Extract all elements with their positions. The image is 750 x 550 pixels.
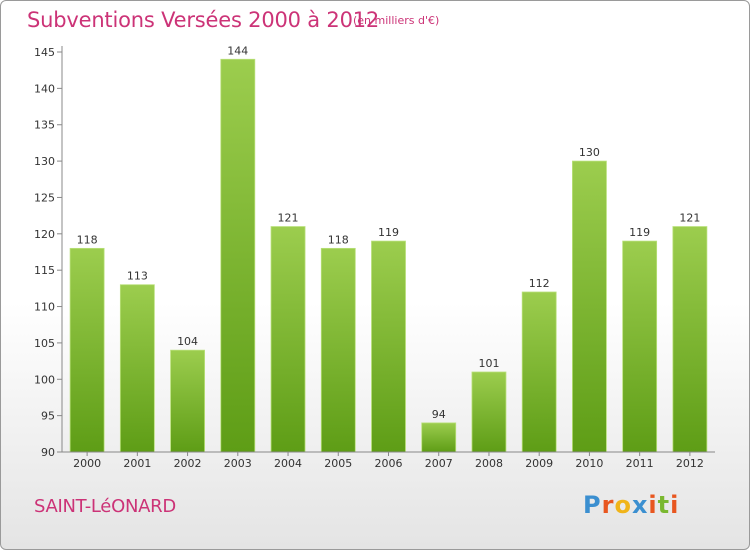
y-tick-label: 130 <box>34 155 55 168</box>
data-label-2002: 104 <box>177 335 198 348</box>
data-label-2012: 121 <box>679 212 700 225</box>
bars: 118 113 104 144 121 118 119 94 101 112 130 119 121 <box>69 44 708 453</box>
x-tick-label-2004: 2004 <box>274 457 302 470</box>
bar-2012 <box>672 226 707 452</box>
logo-letter: P <box>583 491 602 519</box>
x-tick-label-2011: 2011 <box>626 457 654 470</box>
data-label-2007: 94 <box>432 408 446 421</box>
data-label-2005: 118 <box>328 233 349 246</box>
bar-2002 <box>170 350 205 452</box>
x-tick-label-2003: 2003 <box>224 457 252 470</box>
y-tick-label: 145 <box>34 46 55 59</box>
x-tick-label-2008: 2008 <box>475 457 503 470</box>
bar-2006 <box>371 241 406 452</box>
proxiti-logo[interactable]: Proxiti <box>583 491 679 519</box>
y-tick-label: 115 <box>34 264 55 277</box>
logo-letter: o <box>614 491 632 519</box>
x-tick-label-2002: 2002 <box>174 457 202 470</box>
data-label-2010: 130 <box>579 146 600 159</box>
x-tick-label-2010: 2010 <box>575 457 603 470</box>
bar-2004 <box>271 226 306 452</box>
logo-letter: x <box>631 491 649 519</box>
bar-2009 <box>522 292 557 452</box>
y-tick-label: 105 <box>34 337 55 350</box>
chart-title: Subventions Versées 2000 à 2012 <box>27 8 380 32</box>
bar-2008 <box>471 372 506 452</box>
x-tick-label-2005: 2005 <box>324 457 352 470</box>
logo-letter: r <box>601 491 615 519</box>
y-tick-label: 100 <box>34 373 55 386</box>
x-tick-label-2006: 2006 <box>375 457 403 470</box>
x-tick-label-2007: 2007 <box>425 457 453 470</box>
bar-2011 <box>622 241 657 452</box>
x-tick-label-2012: 2012 <box>676 457 704 470</box>
logo-letter: i <box>648 491 658 519</box>
bar-2000 <box>70 248 105 452</box>
bar-2001 <box>120 284 155 452</box>
y-tick-label: 120 <box>34 228 55 241</box>
data-label-2003: 144 <box>227 44 248 57</box>
bar-2005 <box>321 248 356 452</box>
data-label-2006: 119 <box>378 226 399 239</box>
bar-2003 <box>220 59 255 452</box>
data-label-2011: 119 <box>629 226 650 239</box>
y-tick-label: 95 <box>41 410 55 423</box>
chart-subtitle: (en milliers d'€) <box>353 14 440 27</box>
bar-2010 <box>572 161 607 452</box>
logo-letter: t <box>657 491 671 519</box>
x-tick-label-2009: 2009 <box>525 457 553 470</box>
x-axis: 2000 2001 2002 2003 2004 2005 2006 2007 2008 2009… <box>62 451 715 470</box>
y-tick-label: 125 <box>34 191 55 204</box>
town-name: SAINT-LéONARD <box>34 496 176 517</box>
y-tick-label: 140 <box>34 82 55 95</box>
data-label-2008: 101 <box>478 357 499 370</box>
x-tick-label-2000: 2000 <box>73 457 101 470</box>
y-tick-label: 135 <box>34 119 55 132</box>
x-tick-label-2001: 2001 <box>123 457 151 470</box>
data-label-2009: 112 <box>529 277 550 290</box>
bar-2007 <box>421 422 456 452</box>
logo-letter: i <box>670 491 680 519</box>
y-tick-label: 90 <box>41 446 55 459</box>
data-label-2004: 121 <box>278 212 299 225</box>
y-axis: 90 95 100 105 110 115 120 125 130 135 140 145 <box>34 46 63 459</box>
data-label-2000: 118 <box>77 233 98 246</box>
y-tick-label: 110 <box>34 301 55 314</box>
data-label-2001: 113 <box>127 270 148 283</box>
